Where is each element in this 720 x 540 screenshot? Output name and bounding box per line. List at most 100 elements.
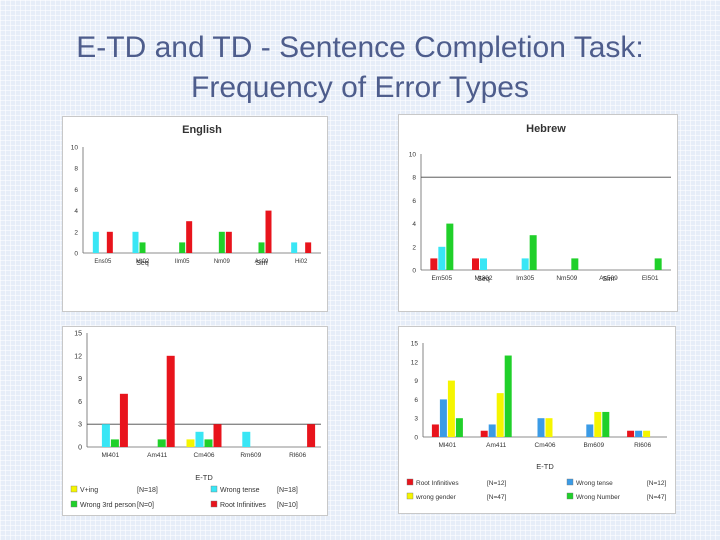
category-label: Mt302 — [474, 275, 492, 282]
group-label: Seq — [136, 260, 149, 267]
bar — [480, 258, 487, 270]
bar — [643, 430, 651, 437]
y-tick-label: 3 — [414, 416, 418, 423]
legend-swatch — [70, 485, 78, 493]
y-tick-label: 8 — [412, 175, 416, 182]
legend-swatch — [406, 478, 414, 486]
legend-series-name: Wrong 3rd person — [80, 502, 136, 509]
chart-title: Hebrew — [526, 123, 566, 135]
category-label: El501 — [642, 275, 659, 282]
category-label: Nm509 — [556, 275, 577, 282]
bar — [635, 430, 643, 437]
bar — [195, 431, 204, 447]
bar — [446, 223, 454, 270]
category-label: Im305 — [516, 275, 534, 282]
group-label: Seq — [477, 276, 490, 283]
legend-count-label: [N=18] — [277, 487, 298, 494]
y-tick-label: 2 — [74, 229, 78, 236]
legend-swatch — [406, 492, 414, 500]
category-label: Ml401 — [439, 442, 457, 449]
category-label: Cm406 — [535, 442, 556, 449]
bar — [431, 424, 439, 437]
bar — [602, 411, 610, 437]
y-tick-label: 6 — [412, 198, 416, 205]
group-label: Sim — [255, 260, 267, 267]
category-label: Ens05 — [94, 259, 112, 265]
category-label: Am411 — [486, 442, 506, 449]
category-label: Ilm05 — [175, 259, 190, 265]
bar — [166, 355, 175, 447]
bar — [106, 231, 113, 253]
group-label: Sim — [602, 276, 614, 283]
bar — [307, 424, 316, 447]
bar — [132, 231, 139, 253]
bar — [157, 439, 166, 447]
bar — [213, 424, 222, 447]
legend-count-label: [N=47] — [647, 494, 667, 501]
category-label: Nm09 — [214, 259, 231, 265]
legend-count-label: [N=10] — [277, 502, 298, 509]
etd-english-chart: 0 3 6 9 12 15 Ml401 Am411 Cm406 Rm609 Rl606 E-TD V+i… — [70, 331, 321, 509]
bar — [571, 258, 579, 270]
english-chart: English 0 2 4 6 8 10 Ens05 Mt02 Ilm05 Nm09 As09 Hi02… — [71, 124, 321, 267]
bar — [218, 231, 225, 253]
bar — [101, 424, 110, 447]
x-axis-label: E-TD — [195, 473, 213, 482]
bar — [488, 424, 496, 437]
legend-swatch — [210, 500, 218, 508]
category-label: Em505 — [432, 275, 453, 282]
y-tick-label: 4 — [74, 208, 78, 215]
legend-count-label: [N=0] — [137, 502, 154, 509]
legend-count-label: [N=12] — [647, 480, 667, 487]
bar — [305, 242, 312, 253]
etd-hebrew-chart: 0 3 6 9 12 15 Ml401 Am411 Cm406 Bm609 Rl606 E-TD Roo… — [406, 341, 667, 501]
bar — [204, 439, 213, 447]
bar — [521, 258, 529, 270]
y-tick-label: 3 — [78, 422, 82, 429]
y-tick-label: 0 — [414, 435, 418, 442]
y-tick-label: 0 — [412, 268, 416, 275]
x-axis-label: E-TD — [536, 462, 554, 471]
bar — [225, 231, 232, 253]
legend-count-label: [N=18] — [137, 487, 158, 494]
y-tick-label: 6 — [74, 187, 78, 194]
category-label: Mt02 — [136, 259, 150, 265]
slide-title: E-TD and TD - Sentence Completion Task: … — [0, 28, 720, 108]
bar — [430, 258, 438, 270]
bar — [654, 258, 662, 270]
legend-series-name: Wrong tense — [576, 480, 613, 487]
category-label: Ml401 — [102, 452, 120, 459]
y-tick-label: 15 — [74, 331, 82, 338]
legend-swatch — [210, 485, 218, 493]
bar — [139, 242, 146, 253]
category-label: Bm609 — [583, 442, 604, 449]
y-tick-label: 9 — [414, 378, 418, 385]
y-tick-label: 12 — [411, 359, 419, 366]
bar — [447, 380, 455, 437]
bar — [438, 246, 446, 270]
y-tick-label: 0 — [78, 445, 82, 452]
bar — [537, 418, 545, 437]
legend-series-name: V+ing — [80, 487, 98, 494]
y-tick-label: 2 — [412, 244, 416, 251]
hebrew-chart-panel: Hebrew 0 2 4 6 8 10 Em505 Mt302 Im305 Nm509 As509 El… — [398, 114, 678, 312]
bar — [110, 439, 119, 447]
bar — [258, 242, 265, 253]
bar — [186, 221, 193, 253]
english-chart-panel: English 0 2 4 6 8 10 Ens05 Mt02 Ilm05 Nm09 As09 Hi02… — [62, 116, 328, 312]
category-label: Rl606 — [289, 452, 306, 459]
bar — [545, 418, 553, 437]
y-tick-label: 9 — [78, 376, 82, 383]
legend-count-label: [N=47] — [487, 494, 507, 501]
bar — [480, 430, 488, 437]
bar — [265, 210, 272, 253]
bar — [594, 411, 602, 437]
category-label: Hi02 — [295, 259, 308, 265]
etd-hebrew-chart-panel: 0 3 6 9 12 15 Ml401 Am411 Cm406 Bm609 Rl606 E-TD Roo… — [398, 326, 676, 514]
category-label: As09 — [255, 259, 269, 265]
bar — [291, 242, 298, 253]
hebrew-chart: Hebrew 0 2 4 6 8 10 Em505 Mt302 Im305 Nm509 As509 El… — [409, 123, 671, 283]
bar — [472, 258, 479, 270]
bar — [439, 399, 447, 437]
category-label: Cm406 — [194, 452, 215, 459]
